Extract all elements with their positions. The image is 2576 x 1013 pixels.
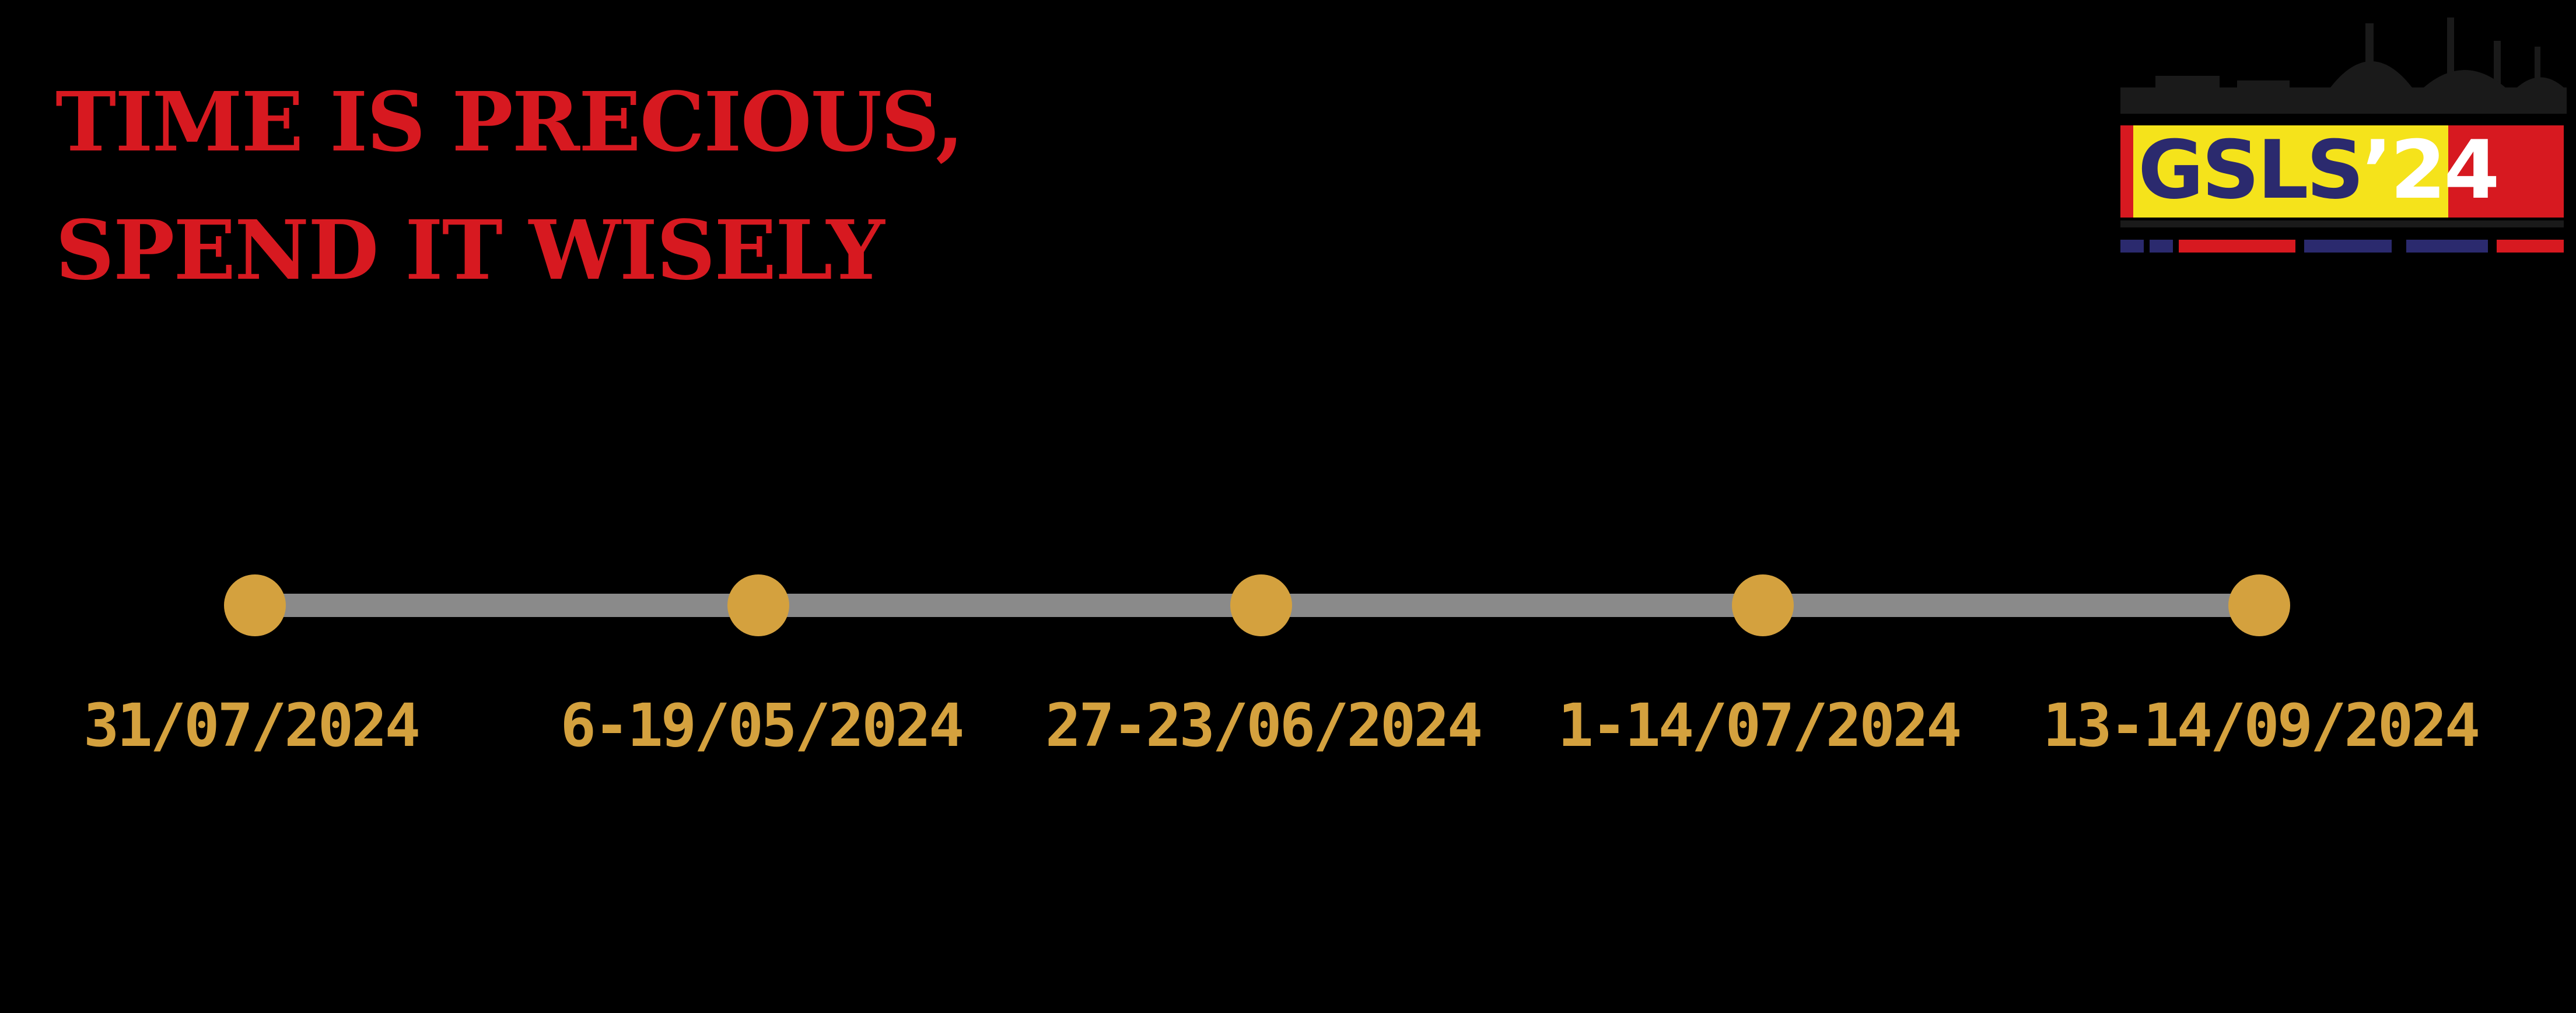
logo-yellow-panel [2133, 125, 2448, 218]
timeline-date-1: 31/07/2024 [83, 691, 421, 760]
headline-line-1: TIME IS PRECIOUS, [55, 75, 964, 170]
headline-line-2: SPEND IT WISELY [55, 203, 885, 299]
mosque-skyline-icon [2120, 17, 2567, 114]
logo-name: GSLS [2138, 123, 2364, 217]
timeline-marker-1 [224, 574, 286, 636]
logo-year: ’24 [2361, 123, 2500, 217]
timeline-date-3: 27-23/06/2024 [1045, 691, 1483, 760]
timeline-marker-3 [1230, 574, 1292, 636]
timeline-marker-4 [1732, 574, 1794, 636]
timeline-date-2: 6-19/05/2024 [560, 691, 965, 760]
timeline-marker-5 [2228, 574, 2290, 636]
headline: TIME IS PRECIOUS, SPEND IT WISELY [55, 58, 964, 315]
logo-subtitle-graphic [2120, 240, 2564, 253]
logo-banner: GSLS’24 [2120, 125, 2564, 218]
logo-wordmark: GSLS’24 [2138, 127, 2500, 214]
timeline-marker-2 [727, 574, 789, 636]
gsls-logo: GSLS’24 [2120, 12, 2567, 262]
timeline-date-4: 1-14/07/2024 [1558, 691, 1962, 760]
timeline-date-5: 13-14/09/2024 [2042, 691, 2480, 760]
logo-tagline-strip [2120, 220, 2564, 227]
